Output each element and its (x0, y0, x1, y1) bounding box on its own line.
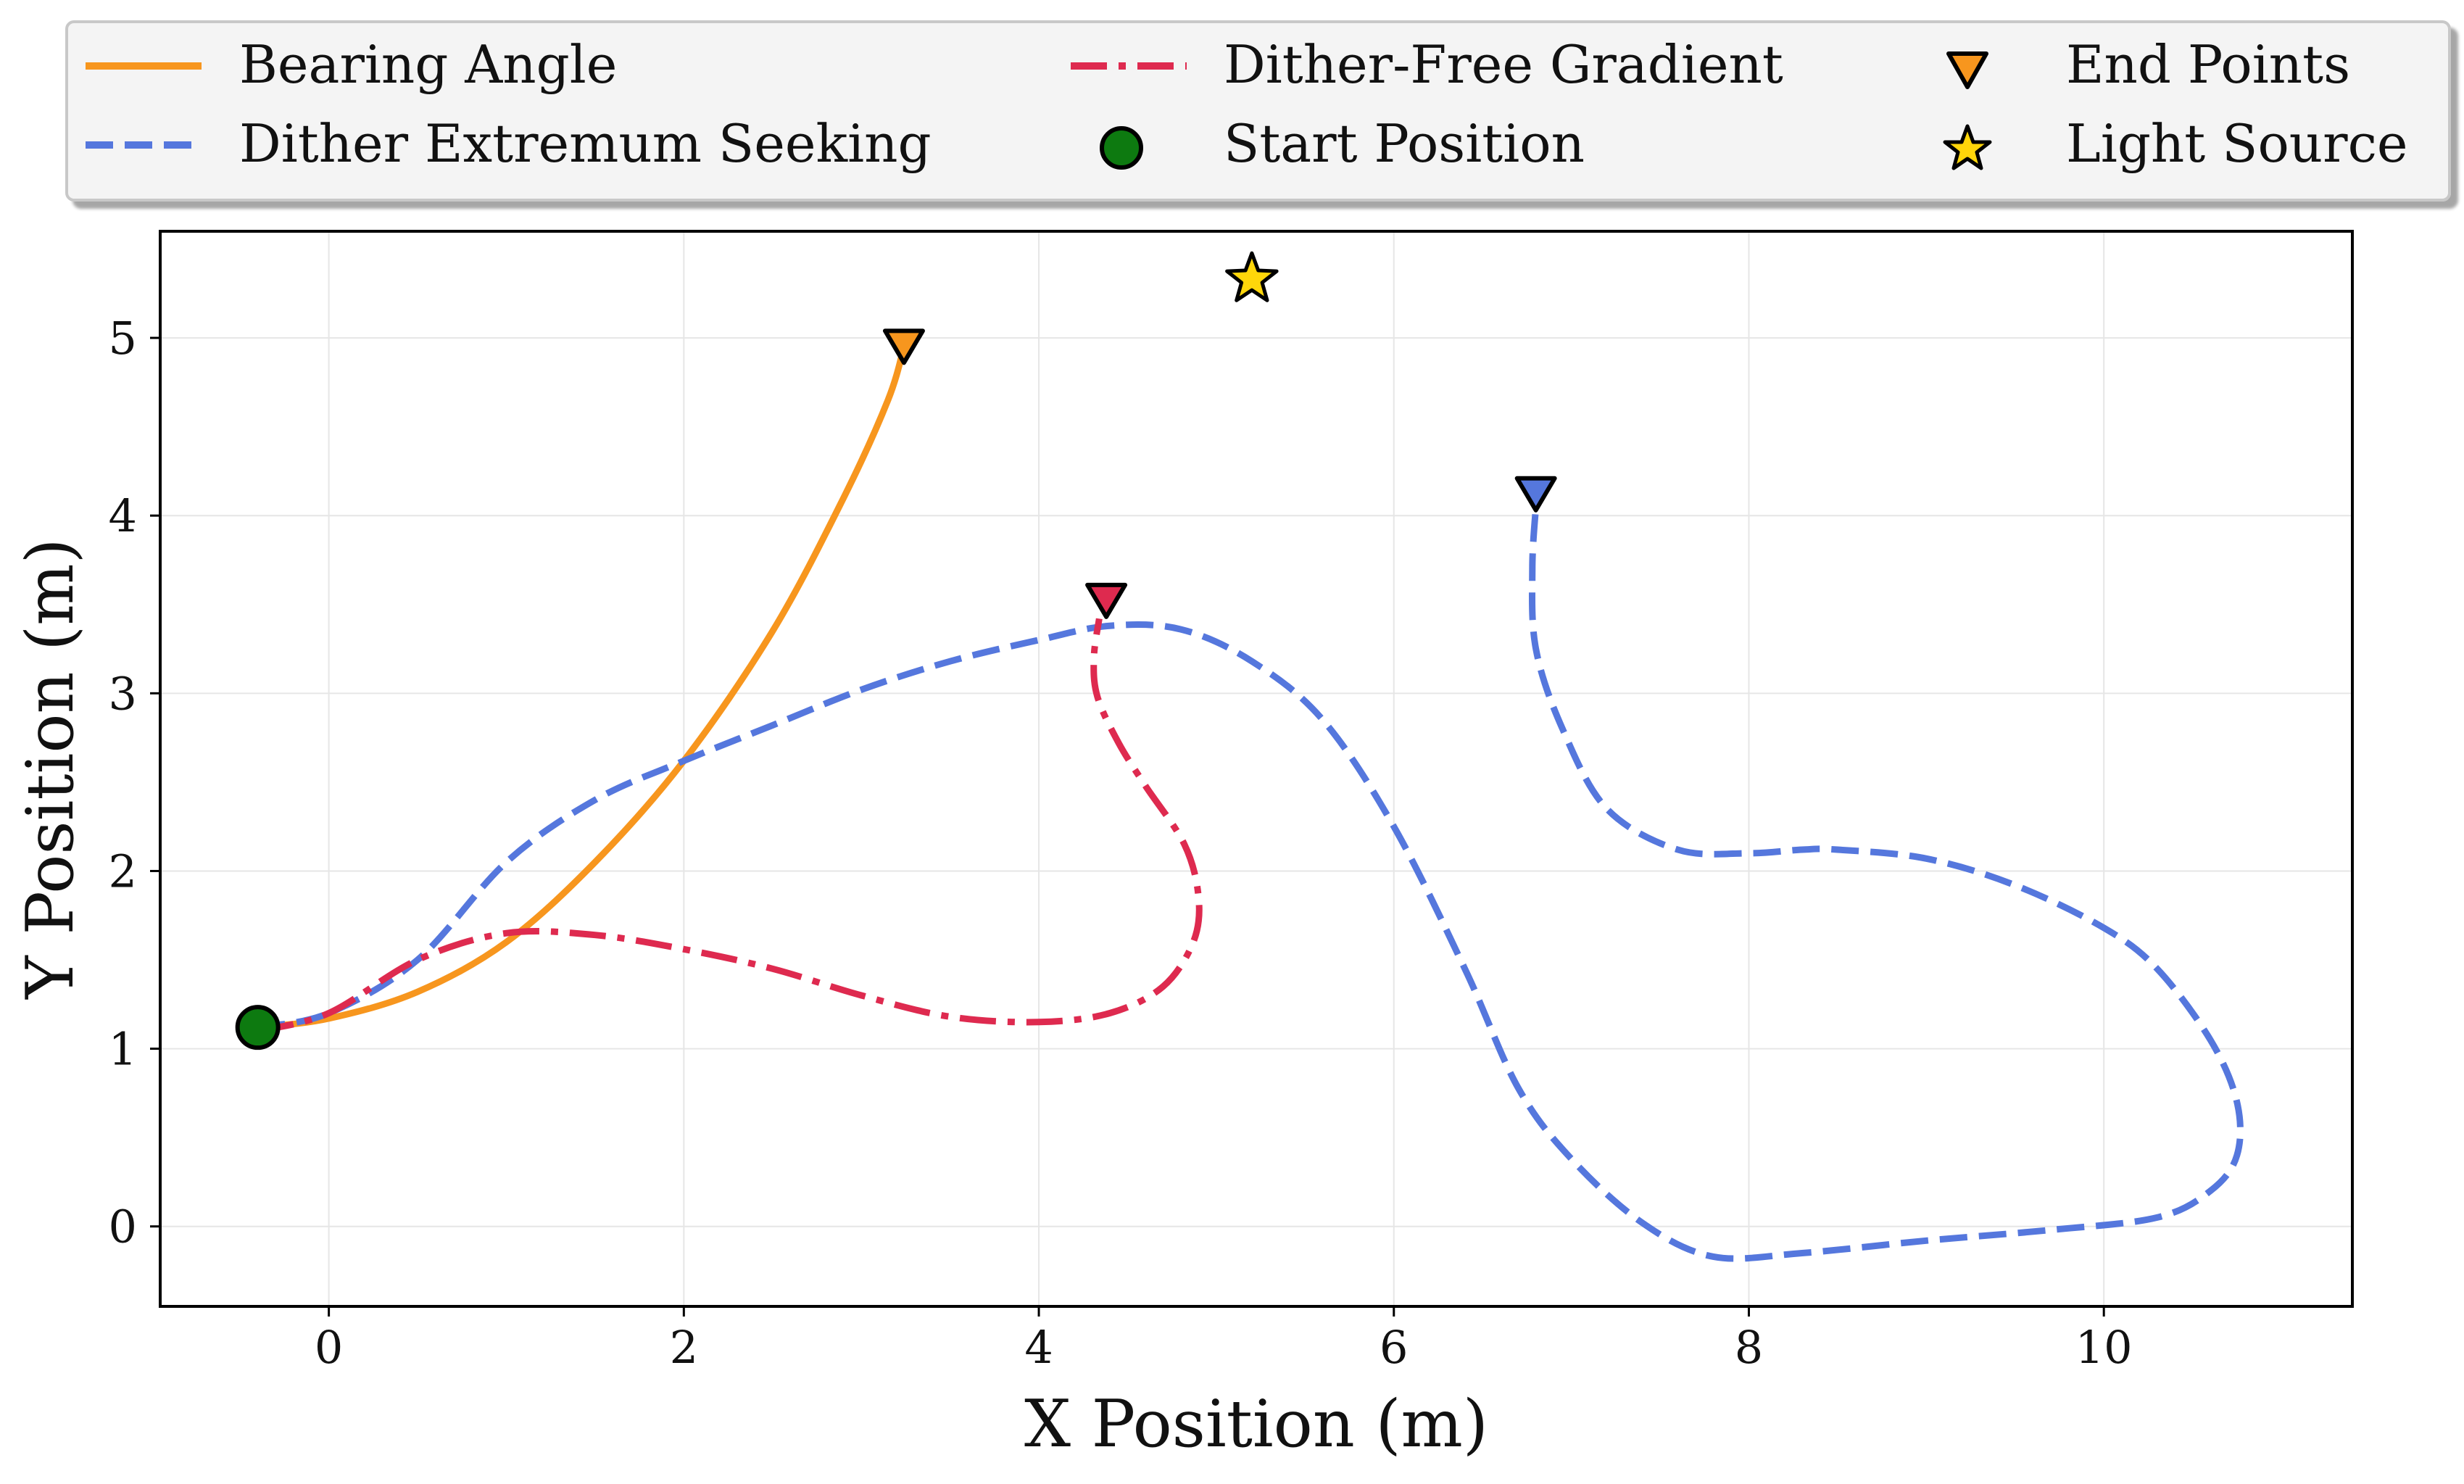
y-tick-label: 3 (109, 667, 137, 720)
legend-box (65, 20, 2451, 202)
y-tick-label: 4 (109, 489, 137, 542)
y-tick-label: 5 (109, 312, 137, 365)
legend-label-dither-free-gradient: Dither-Free Gradient (1224, 34, 1783, 95)
legend-marker-start-position (1100, 126, 1143, 170)
legend: Bearing Angle Dither Extremum Seeking Di… (65, 20, 2451, 202)
x-tick-label: 0 (315, 1321, 343, 1374)
legend-label-start-position: Start Position (1224, 113, 1585, 174)
y-tick-label: 1 (109, 1023, 137, 1076)
legend-label-light-source: Light Source (2066, 113, 2408, 174)
series-line-bearing-angle (257, 346, 908, 1031)
plot-frame (159, 230, 2354, 1308)
y-tick-label: 2 (109, 845, 137, 898)
legend-label-bearing-angle: Bearing Angle (239, 34, 617, 95)
x-axis-label: X Position (m) (1024, 1386, 1488, 1462)
series-layer (257, 346, 2244, 1262)
end-point-bearing-angle (882, 328, 925, 365)
end-point-dither-extremum-seeking (1514, 476, 1557, 513)
x-tick-label: 4 (1024, 1321, 1053, 1374)
light-source-marker (1225, 251, 1279, 302)
end-point-dither-free-gradient (1085, 582, 1128, 619)
series-line-dither-extremum-seeking (257, 506, 2244, 1262)
tick-layer: 0 2 4 6 8 10 0 1 2 3 4 5 (109, 312, 2133, 1374)
legend-label-end-points: End Points (2066, 34, 2350, 95)
start-position-marker (235, 1005, 281, 1050)
x-tick-label: 10 (2075, 1321, 2133, 1374)
y-axis-label: Y Position (m) (12, 538, 88, 1000)
x-tick-label: 2 (670, 1321, 698, 1374)
legend-marker-light-source (1943, 124, 1992, 170)
x-tick-label: 8 (1735, 1321, 1763, 1374)
marker-layer (235, 251, 1557, 1050)
y-tick-label: 0 (109, 1201, 137, 1253)
legend-label-dither-extremum-seeking: Dither Extremum Seeking (239, 113, 932, 174)
series-line-dither-free-gradient (257, 618, 1203, 1035)
x-tick-label: 6 (1380, 1321, 1408, 1374)
grid (160, 231, 2352, 1306)
legend-marker-end-points (1946, 51, 1988, 89)
